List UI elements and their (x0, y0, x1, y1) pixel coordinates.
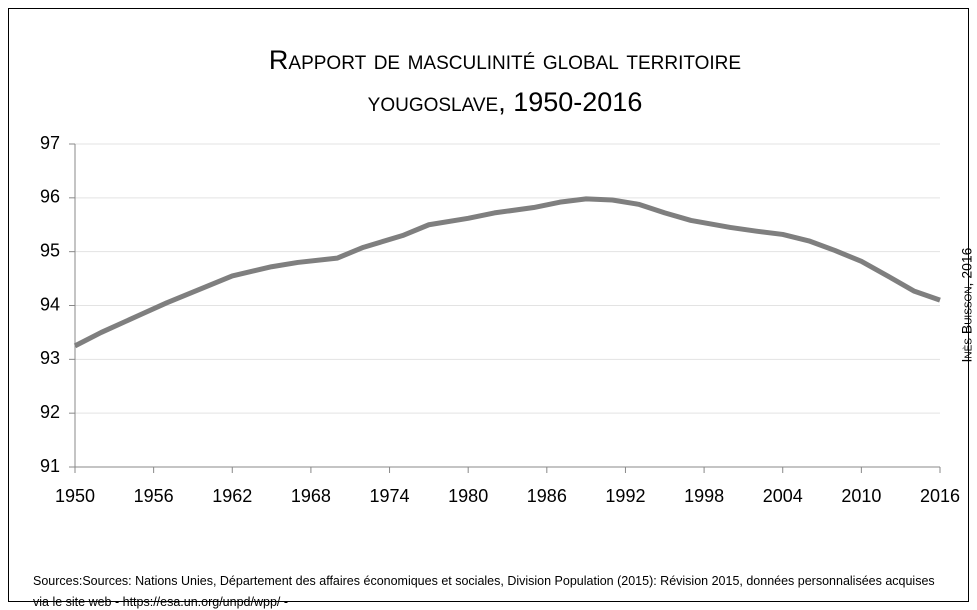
x-tick-label: 1968 (291, 486, 331, 506)
x-tick-label: 2010 (841, 486, 881, 506)
x-tick-label: 1992 (605, 486, 645, 506)
x-tick-label: 1962 (212, 486, 252, 506)
chart-title: yougoslave, 1950-2016 (368, 87, 643, 117)
frame (8, 8, 969, 602)
x-tick-label: 2004 (763, 486, 803, 506)
y-tick-label: 91 (40, 456, 60, 476)
x-tick-label: 1956 (134, 486, 174, 506)
y-tick-label: 95 (40, 240, 60, 260)
y-tick-label: 92 (40, 402, 60, 422)
x-tick-label: 1974 (370, 486, 410, 506)
watermark: Inès Buisson, 2016 (959, 247, 975, 362)
x-tick-label: 2016 (920, 486, 960, 506)
data-line (73, 196, 941, 349)
y-tick-label: 96 (40, 187, 60, 207)
chart-title: Rapport de masculinité global territoire (269, 45, 741, 75)
y-tick-label: 97 (40, 133, 60, 153)
x-tick-label: 1986 (527, 486, 567, 506)
x-tick-label: 1950 (55, 486, 95, 506)
source-note: Sources:Sources: Nations Unies, Départem… (33, 574, 935, 609)
x-tick-label: 1998 (684, 486, 724, 506)
x-tick-label: 1980 (448, 486, 488, 506)
y-tick-label: 94 (40, 294, 60, 314)
y-tick-label: 93 (40, 348, 60, 368)
